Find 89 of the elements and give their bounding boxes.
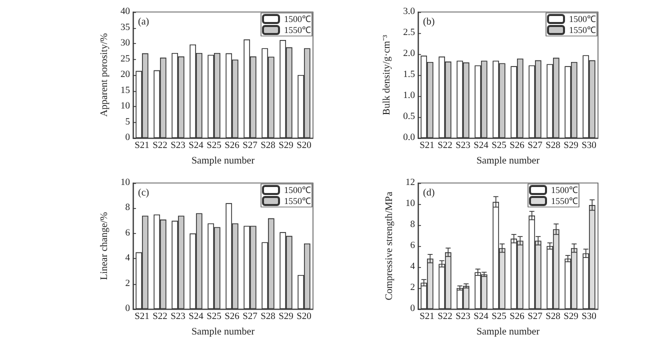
- y-tick-label: 6: [410, 241, 416, 251]
- legend-label: 1550℃: [551, 196, 578, 206]
- y-tick-label: 2: [125, 278, 130, 289]
- y-tick-label: 25: [120, 54, 130, 64]
- annotation: (a): [138, 16, 150, 28]
- x-tick-label: S22: [152, 312, 168, 322]
- x-tick-label: S25: [206, 141, 222, 151]
- x-tick-label: S29: [564, 141, 579, 151]
- annotation: (d): [423, 188, 435, 198]
- x-tick-label: S24: [188, 312, 204, 322]
- y-tick-label: 4: [125, 254, 130, 264]
- x-tick-label: S24: [188, 141, 204, 151]
- y-tick-label: 0: [125, 304, 130, 314]
- y-tick-label: 2.5: [403, 28, 416, 38]
- x-tick-label: S25: [492, 312, 507, 322]
- y-tick-label: 15: [120, 86, 130, 96]
- x-tick-label: S26: [224, 141, 240, 151]
- annotation: (b): [423, 16, 435, 28]
- x-tick-label: S24: [474, 141, 489, 151]
- y-axis-title: Bulk density/g·cm⁻³: [382, 34, 393, 116]
- legend-label: 1550℃: [284, 196, 311, 206]
- legend-label: 1500℃: [284, 14, 311, 24]
- legend-label: 1500℃: [284, 185, 311, 195]
- y-tick-label: 0.0: [403, 133, 416, 143]
- x-axis-title: Sample number: [476, 326, 540, 338]
- x-tick-label: S29: [278, 312, 294, 322]
- y-tick-label: 0.5: [403, 112, 416, 122]
- legend-label: 1500℃: [551, 185, 578, 195]
- x-tick-label: S25: [492, 141, 507, 151]
- y-tick-label: 10: [406, 199, 416, 209]
- x-tick-label: S21: [420, 141, 435, 151]
- x-axis-title: Sample number: [191, 326, 256, 338]
- x-tick-label: S20: [296, 312, 312, 322]
- x-tick-label: S27: [242, 312, 258, 322]
- y-axis-title: Apparent porosity/%: [99, 33, 110, 117]
- x-axis-title: Sample number: [191, 156, 256, 166]
- x-tick-label: S27: [528, 312, 543, 322]
- y-axis-title: Linear change/%: [99, 212, 110, 280]
- x-tick-label: S22: [152, 141, 168, 151]
- y-tick-label: 6: [125, 228, 130, 238]
- y-tick-label: 2: [410, 283, 416, 293]
- legend-label: 1500℃: [569, 14, 596, 24]
- legend-label: 1550℃: [569, 25, 596, 35]
- y-tick-label: 3.0: [403, 7, 416, 17]
- x-tick-label: S23: [456, 141, 471, 151]
- x-tick-label: S25: [206, 312, 222, 322]
- legend-label: 1550℃: [284, 25, 311, 35]
- y-tick-label: 20: [120, 70, 130, 80]
- y-tick-label: 30: [120, 38, 130, 48]
- x-axis-title: Sample number: [476, 156, 540, 166]
- x-tick-label: S24: [474, 312, 489, 322]
- x-tick-label: S28: [260, 312, 276, 322]
- y-tick-label: 4: [410, 262, 416, 272]
- x-tick-label: S27: [528, 141, 543, 151]
- x-tick-label: S30: [582, 312, 597, 322]
- x-tick-label: S26: [510, 141, 525, 151]
- x-tick-label: S20: [296, 141, 312, 151]
- y-tick-label: 10: [120, 102, 130, 112]
- x-tick-label: S22: [438, 312, 453, 322]
- y-tick-label: 8: [125, 203, 130, 214]
- x-tick-label: S23: [170, 141, 186, 151]
- x-tick-label: S28: [260, 141, 276, 151]
- x-tick-label: S21: [134, 141, 150, 151]
- x-tick-label: S30: [582, 141, 597, 151]
- y-tick-label: 1.0: [403, 91, 416, 101]
- y-tick-label: 10: [120, 178, 130, 188]
- x-tick-label: S28: [546, 141, 561, 151]
- x-tick-label: S23: [170, 312, 186, 322]
- x-tick-label: S29: [278, 141, 294, 151]
- y-tick-label: 2.0: [403, 49, 416, 59]
- x-tick-label: S21: [420, 312, 435, 322]
- y-axis-title: Compressive strength/MPa: [384, 191, 396, 300]
- y-tick-label: 8: [410, 220, 416, 230]
- annotation: (c): [138, 188, 150, 198]
- y-tick-label: 12: [406, 178, 416, 188]
- x-tick-label: S28: [546, 312, 561, 322]
- y-tick-label: 1.5: [403, 70, 416, 80]
- x-tick-label: S22: [438, 141, 453, 151]
- x-tick-label: S21: [134, 312, 150, 322]
- x-tick-label: S29: [564, 312, 579, 322]
- x-tick-label: S26: [510, 312, 525, 322]
- x-tick-label: S27: [242, 141, 258, 151]
- y-tick-label: 0: [125, 133, 130, 143]
- x-tick-label: S26: [224, 312, 240, 322]
- y-tick-label: 35: [120, 22, 130, 33]
- x-tick-label: S23: [456, 312, 471, 322]
- y-tick-label: 40: [120, 7, 130, 17]
- y-tick-label: 0: [410, 304, 416, 314]
- y-tick-label: 5: [125, 117, 130, 128]
